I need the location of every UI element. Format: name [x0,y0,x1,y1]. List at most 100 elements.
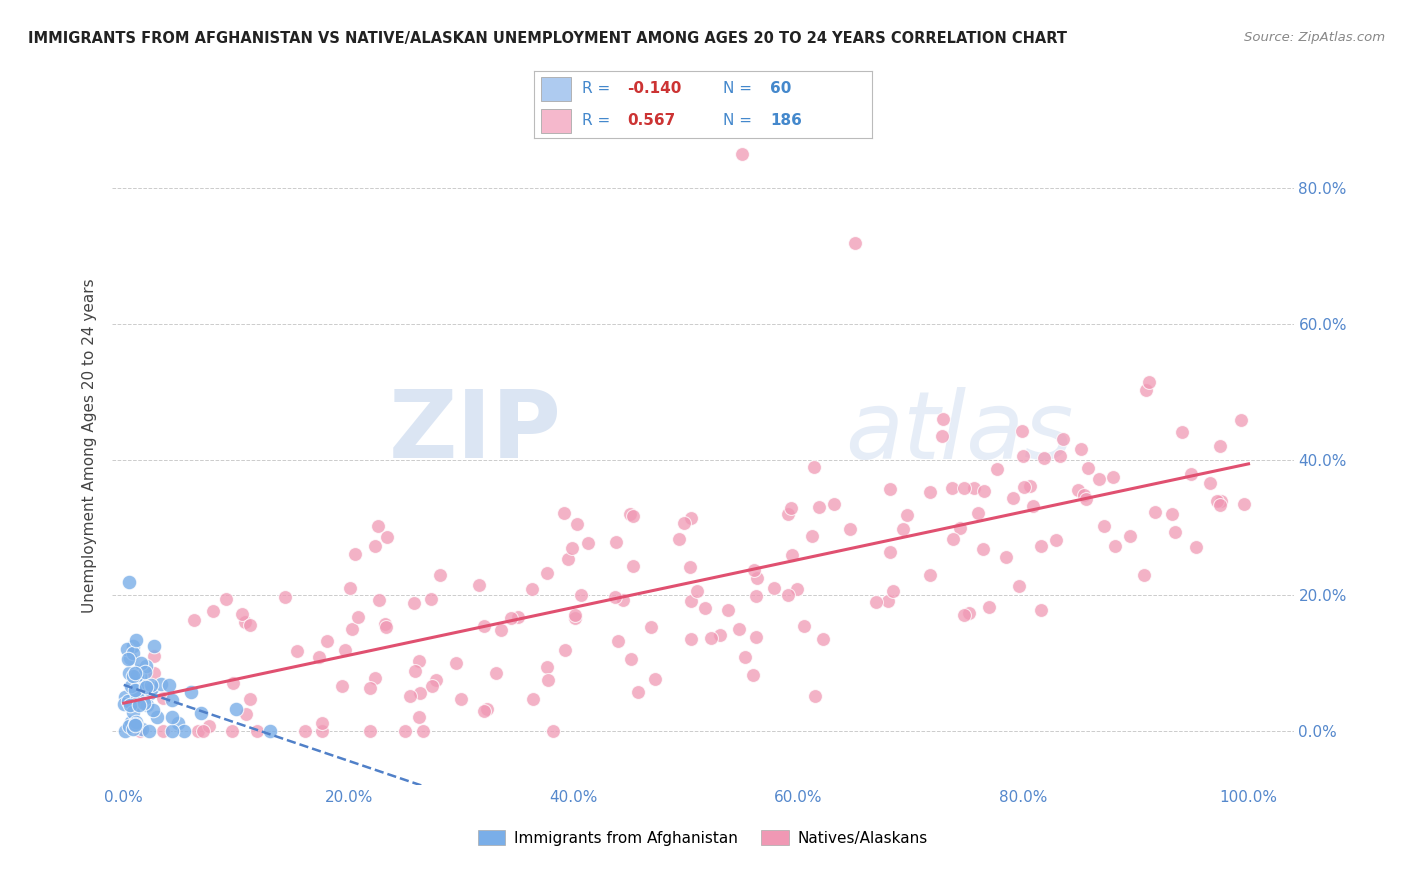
Legend: Immigrants from Afghanistan, Natives/Alaskans: Immigrants from Afghanistan, Natives/Ala… [471,823,935,852]
Point [953,607,976,622]
Point [553,506,575,520]
Point [118,665,141,680]
Point [408,710,430,724]
Point [122,669,145,683]
Point [157,678,180,692]
Point [285,644,308,658]
Point [780,501,803,516]
Point [122,705,145,719]
Point [187,723,209,738]
Point [1209,494,1232,508]
Point [412,723,434,738]
Point [537,673,560,687]
Point [876,593,898,607]
Point [374,620,396,634]
Point [162,723,184,738]
Point [1049,449,1071,463]
Point [727,622,749,636]
Point [891,522,914,536]
Point [1052,432,1074,446]
Point [215,592,238,607]
Point [125,716,148,731]
Point [135,680,157,694]
Point [114,690,136,705]
Point [1185,540,1208,554]
Point [399,689,422,703]
Point [231,607,253,621]
Point [129,656,152,670]
Point [565,517,588,532]
Point [522,692,544,706]
Point [668,532,690,546]
Point [742,668,765,682]
Point [804,689,827,703]
Point [294,723,316,738]
Point [745,589,768,603]
Point [429,567,451,582]
Text: atlas: atlas [845,387,1073,478]
Point [1135,384,1157,398]
Point [128,669,150,683]
Point [162,693,184,707]
Point [776,588,799,602]
Point [315,633,337,648]
Point [143,639,166,653]
Text: N =: N = [723,112,756,128]
Point [128,681,150,696]
Point [621,509,644,524]
Point [160,710,183,724]
Point [1199,476,1222,491]
Point [603,591,626,605]
Point [112,697,135,711]
Point [409,686,432,700]
Point [879,544,901,558]
Point [167,716,190,731]
Point [1232,497,1254,511]
Point [311,723,333,738]
Point [330,679,353,693]
Point [672,516,695,530]
Point [125,669,148,683]
FancyBboxPatch shape [541,109,571,133]
Point [776,508,799,522]
Point [1144,505,1167,519]
Point [554,643,576,657]
Point [117,694,139,708]
Point [152,723,174,738]
Point [717,603,740,617]
Point [569,588,592,602]
Point [450,691,472,706]
Point [239,691,262,706]
Point [183,613,205,627]
Point [957,606,980,620]
Point [311,716,333,731]
Point [128,698,150,713]
Point [131,723,153,737]
Point [1171,425,1194,440]
Point [1206,494,1229,508]
Point [742,563,765,577]
Point [142,703,165,717]
Point [679,559,702,574]
Point [124,666,146,681]
Point [1139,376,1161,390]
Point [731,147,754,161]
Point [1119,529,1142,543]
Point [605,535,627,549]
Point [127,668,149,682]
Point [1102,469,1125,483]
Point [145,710,167,724]
Point [408,654,430,668]
Point [619,507,641,521]
Point [1032,451,1054,466]
Point [128,676,150,690]
Point [191,723,214,738]
Point [139,686,162,700]
Point [364,672,387,686]
Point [152,691,174,706]
Point [118,574,141,589]
Point [134,665,156,680]
Point [972,541,994,556]
Point [173,723,195,738]
Point [745,630,768,644]
